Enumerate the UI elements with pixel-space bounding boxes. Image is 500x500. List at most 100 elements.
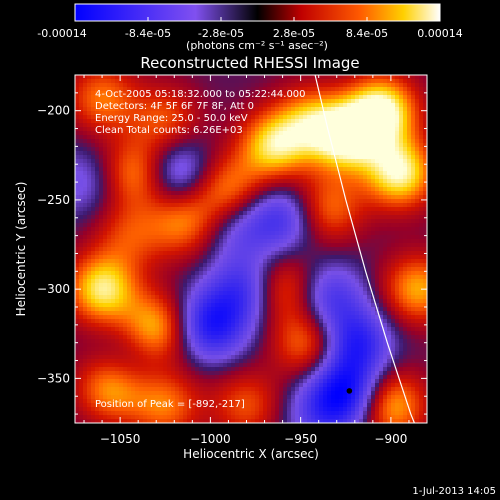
heatmap-cell [123,135,128,140]
heatmap-cell [419,163,424,168]
heatmap-cell [331,255,336,260]
heatmap-cell [155,159,160,164]
heatmap-cell [411,167,416,172]
heatmap-cell [223,139,228,144]
heatmap-cell [111,295,116,300]
heatmap-cell [143,139,148,144]
heatmap-cell [159,79,164,84]
heatmap-cell [215,223,220,228]
heatmap-cell [215,199,220,204]
heatmap-cell [315,183,320,188]
heatmap-cell [155,271,160,276]
heatmap-cell [311,215,316,220]
heatmap-cell [167,231,172,236]
heatmap-cell [395,187,400,192]
heatmap-cell [275,215,280,220]
heatmap-cell [151,155,156,160]
heatmap-cell [211,223,216,228]
heatmap-cell [423,75,427,80]
heatmap-cell [299,207,304,212]
heatmap-cell [183,279,188,284]
heatmap-cell [379,119,384,124]
heatmap-cell [139,167,144,172]
heatmap-cell [103,211,108,216]
heatmap-cell [359,175,364,180]
heatmap-cell [407,195,412,200]
heatmap-cell [307,75,312,80]
heatmap-cell [383,251,388,256]
heatmap-cell [127,115,132,120]
heatmap-cell [151,179,156,184]
heatmap-cell [391,259,396,264]
heatmap-cell [411,139,416,144]
heatmap-cell [355,135,360,140]
heatmap-cell [199,223,204,228]
heatmap-cell [407,203,412,208]
heatmap-cell [95,83,100,88]
heatmap-cell [83,267,88,272]
heatmap-cell [403,263,408,268]
heatmap-cell [383,163,388,168]
heatmap-cell [87,231,92,236]
heatmap-cell [127,287,132,292]
heatmap-cell [351,135,356,140]
heatmap-cell [187,75,192,80]
heatmap-cell [271,239,276,244]
heatmap-cell [187,103,192,108]
heatmap-cell [75,255,80,260]
heatmap-cell [263,119,268,124]
heatmap-cell [271,123,276,128]
heatmap-cell [275,203,280,208]
heatmap-cell [327,215,332,220]
heatmap-cell [291,267,296,272]
heatmap-cell [87,143,92,148]
heatmap-cell [155,203,160,208]
heatmap-cell [87,123,92,128]
heatmap-cell [135,171,140,176]
heatmap-cell [315,167,320,172]
heatmap-cell [335,287,340,292]
heatmap-cell [383,267,388,272]
heatmap-cell [183,219,188,224]
heatmap-cell [179,171,184,176]
heatmap-cell [407,79,412,84]
heatmap-cell [191,79,196,84]
heatmap-cell [191,183,196,188]
heatmap-cell [339,247,344,252]
heatmap-cell [243,203,248,208]
heatmap-cell [419,167,424,172]
heatmap-cell [363,263,368,268]
heatmap-cell [175,255,180,260]
heatmap-cell [287,79,292,84]
heatmap-cell [131,167,136,172]
heatmap-cell [187,203,192,208]
heatmap-cell [383,83,388,88]
heatmap-cell [311,287,316,292]
heatmap-cell [87,115,92,120]
heatmap-cell [155,143,160,148]
heatmap-cell [223,223,228,228]
heatmap-cell [415,255,420,260]
heatmap-cell [79,95,84,100]
heatmap-cell [391,227,396,232]
heatmap-cell [147,159,152,164]
heatmap-cell [363,95,368,100]
heatmap-cell [211,295,216,300]
heatmap-cell [311,79,316,84]
heatmap-cell [207,279,212,284]
heatmap-cell [175,223,180,228]
heatmap-cell [211,279,216,284]
heatmap-cell [103,103,108,108]
heatmap-cell [295,167,300,172]
heatmap-cell [359,195,364,200]
heatmap-cell [187,239,192,244]
heatmap-cell [219,119,224,124]
heatmap-cell [279,187,284,192]
heatmap-cell [267,255,272,260]
heatmap-cell [207,131,212,136]
heatmap-cell [247,223,252,228]
heatmap-cell [279,87,284,92]
heatmap-cell [251,295,256,300]
heatmap-cell [335,123,340,128]
heatmap-cell [159,267,164,272]
